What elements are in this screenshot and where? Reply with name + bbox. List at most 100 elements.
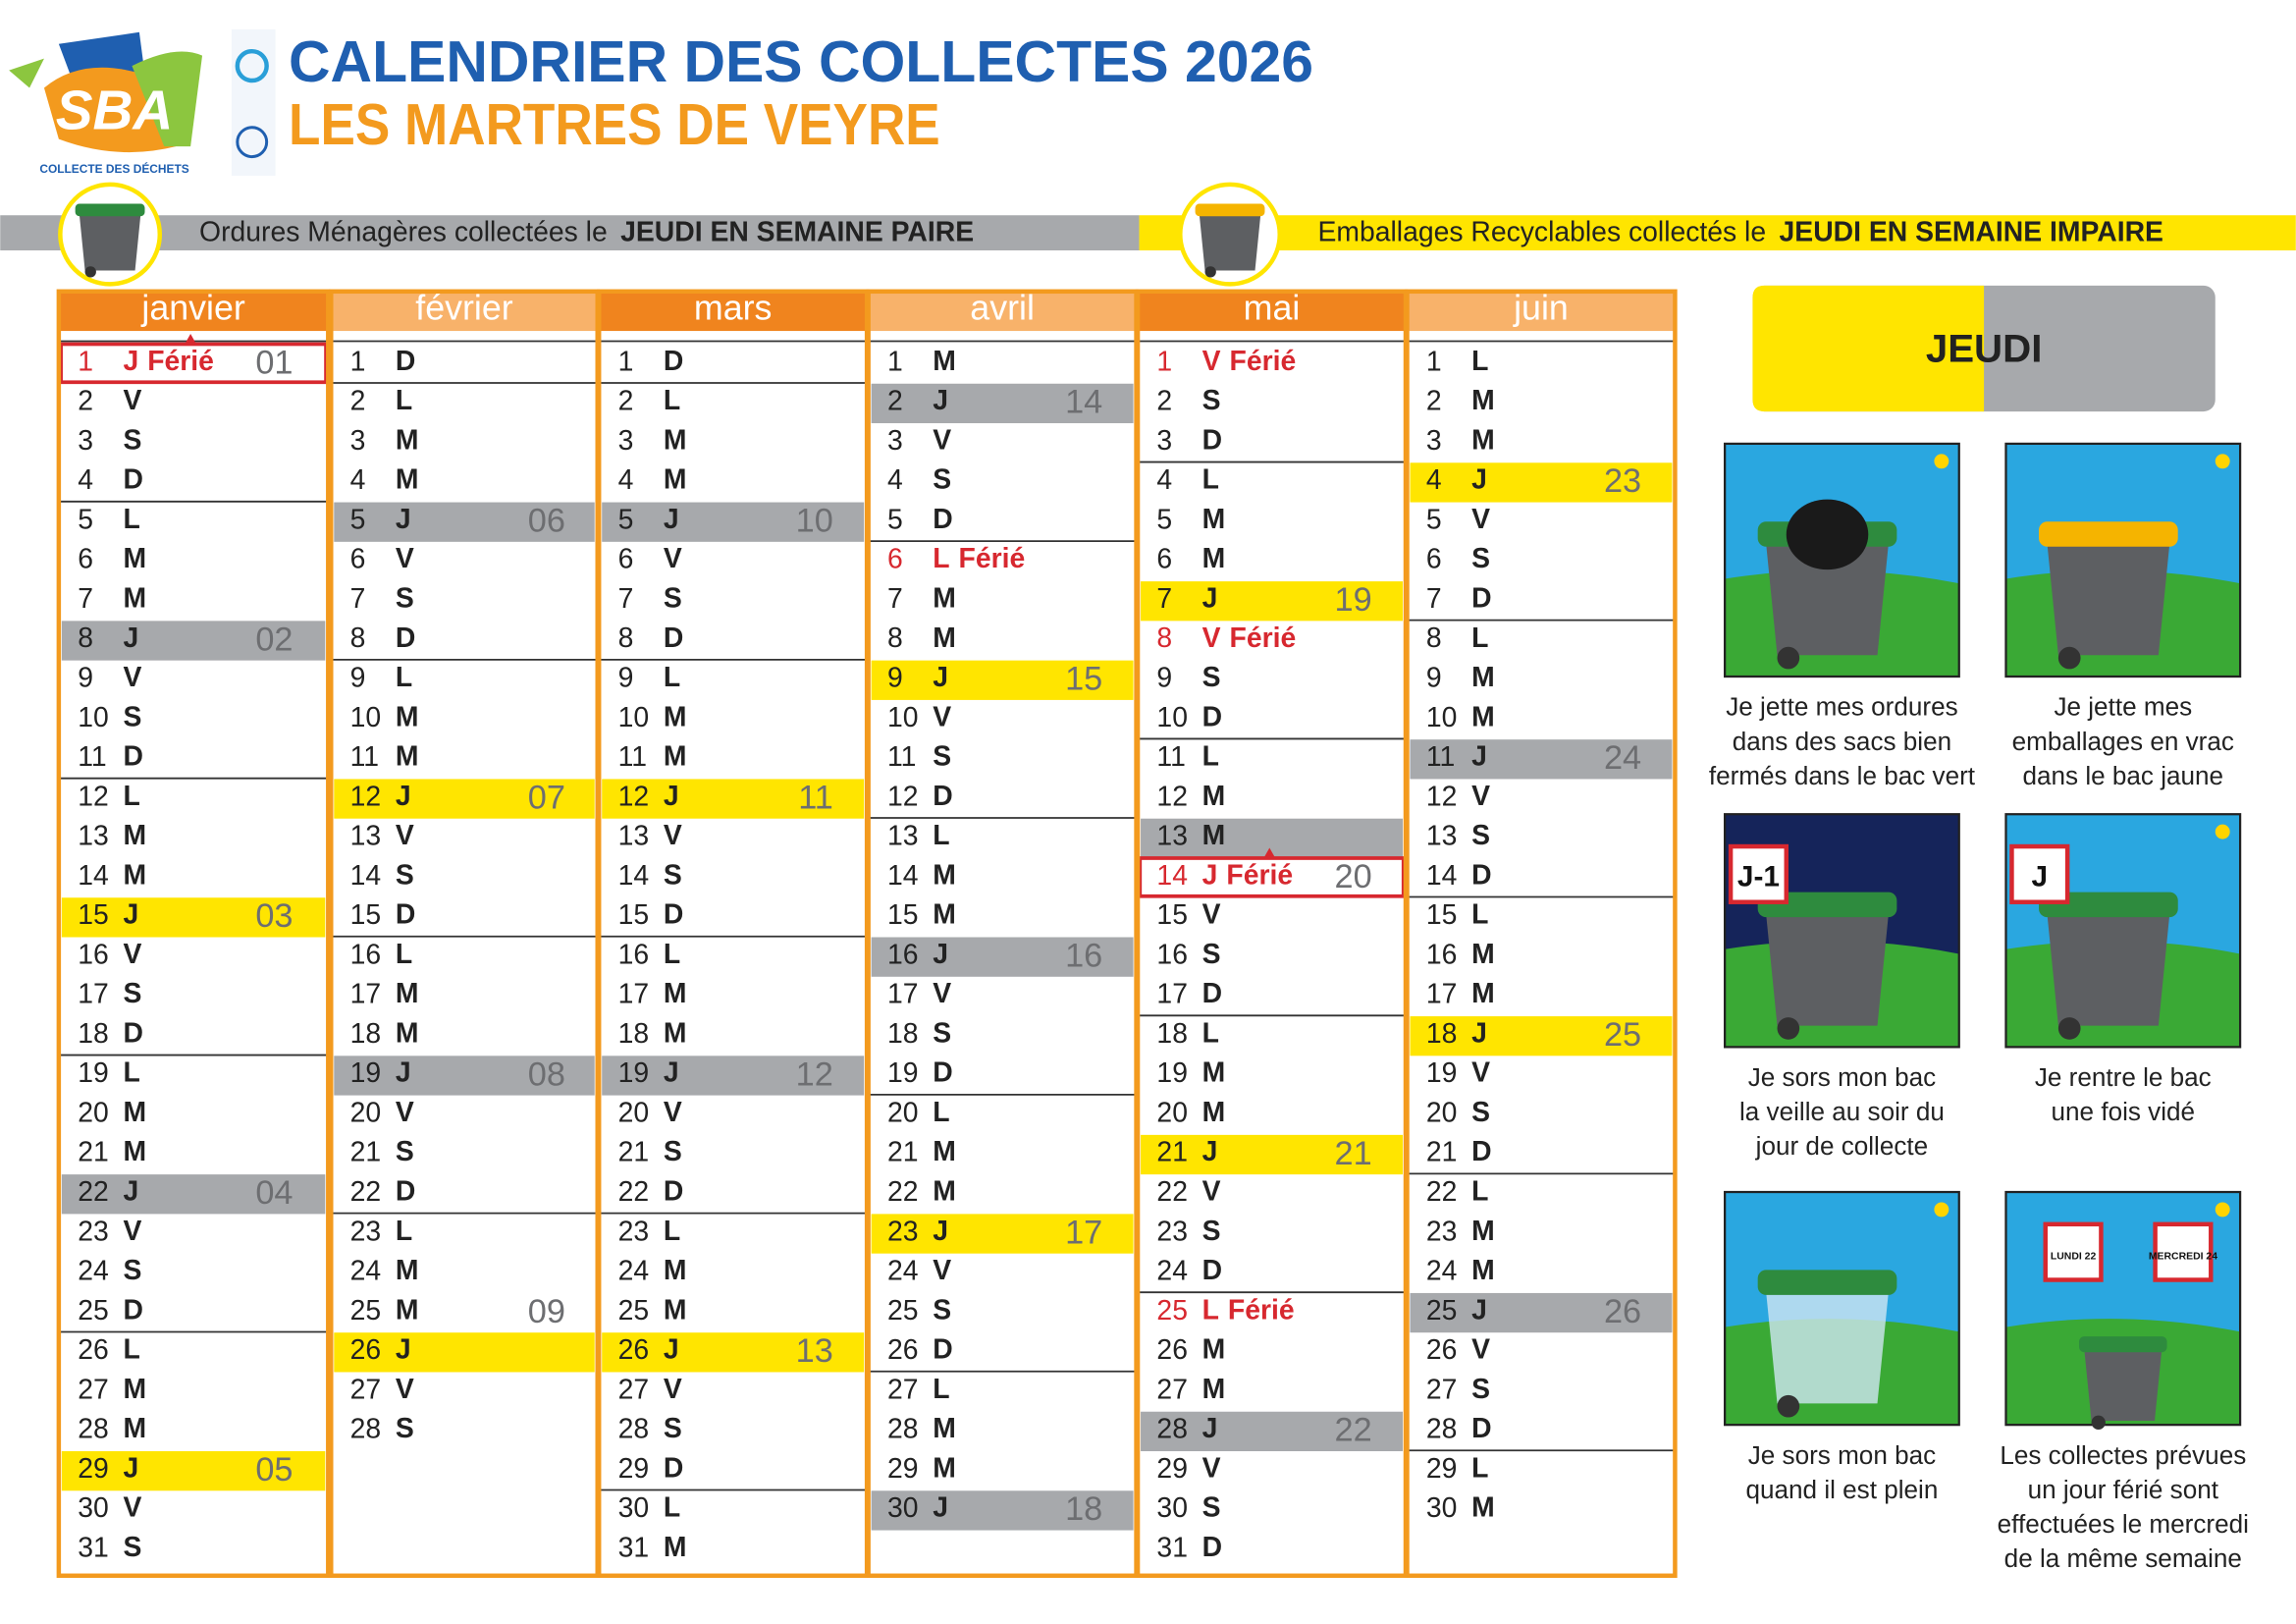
day-letter: M (1471, 1256, 1495, 1287)
collection-row (61, 621, 326, 661)
weekday-letter: S (396, 583, 414, 615)
weekday-letter: S (123, 425, 141, 457)
day-letter: V Férié (1202, 346, 1297, 377)
sun (1934, 1202, 1949, 1218)
day-number: 24 (78, 1256, 109, 1287)
weekday-letter: J (664, 1057, 679, 1089)
bin-icon (2039, 521, 2178, 670)
weekday-letter: D (396, 1176, 415, 1208)
weekday-letter: S (1202, 1216, 1221, 1247)
weekday-letter: M (664, 702, 687, 733)
day-letter: J (933, 1492, 948, 1524)
day-number: 7 (1156, 583, 1172, 615)
bin-body (2047, 543, 2170, 656)
day-letter: D (1202, 702, 1222, 733)
day-letter: D (123, 1018, 142, 1050)
weekday-box-label: JEUDI (1926, 327, 2043, 371)
month-header (599, 291, 868, 332)
day-number: 21 (887, 1137, 919, 1168)
week-number: 06 (528, 503, 565, 540)
day-letter: J (123, 1453, 138, 1485)
day-number: 21 (78, 1137, 109, 1168)
day-letter: S (123, 1532, 141, 1563)
day-letter: L (396, 939, 412, 970)
day-number: 15 (78, 899, 109, 931)
holiday-label: Férié (1226, 860, 1293, 892)
day-number: 19 (350, 1057, 382, 1089)
weekday-letter: J (123, 1453, 138, 1485)
collection-row (61, 1174, 326, 1215)
tip-caption: Je jette mes ordures (1726, 692, 1957, 722)
day-number: 24 (1426, 1256, 1458, 1287)
weekday-letter: L (664, 939, 680, 970)
day-letter: V (123, 939, 141, 970)
weekday-letter: J (1202, 1137, 1218, 1168)
day-letter: M (1202, 821, 1226, 852)
weekday-letter: D (664, 899, 683, 931)
weekday-letter: S (1471, 821, 1490, 852)
weekday-letter: V (1202, 1453, 1221, 1485)
weekday-letter: M (1471, 1216, 1495, 1247)
weekday-letter: L (933, 1097, 949, 1128)
day-number: 3 (350, 425, 366, 457)
weekday-letter: M (123, 821, 146, 852)
weekday-letter: D (1471, 583, 1491, 615)
weekday-letter: J (123, 623, 138, 654)
partner-logos (231, 28, 276, 176)
weekday-letter: D (396, 899, 415, 931)
legend-band (1139, 215, 2296, 251)
garbage-bag (1786, 499, 1869, 570)
day-number: 17 (78, 979, 109, 1010)
day-number: 31 (1156, 1532, 1188, 1563)
day-number: 27 (78, 1374, 109, 1405)
weekday-letter: S (664, 1137, 682, 1168)
day-number: 19 (1426, 1057, 1458, 1089)
day-letter: M (123, 860, 146, 892)
day-letter: M (933, 583, 956, 615)
day-letter: M (1471, 939, 1495, 970)
weekday-letter: M (123, 544, 146, 575)
day-letter: L (1471, 899, 1488, 931)
agenda-label: J-1 (1737, 861, 1780, 893)
week-number: 03 (255, 897, 293, 935)
weekday-letter: S (123, 979, 141, 1010)
weekday-letter: L (123, 1057, 139, 1089)
day-number: 2 (1426, 386, 1442, 417)
holiday-label: Férié (959, 544, 1026, 575)
day-number: 27 (350, 1374, 382, 1405)
day-number: 9 (887, 663, 903, 694)
day-number: 4 (1156, 464, 1172, 496)
weekday-letter: S (933, 1018, 951, 1050)
day-number: 2 (350, 386, 366, 417)
day-letter: M (1202, 1334, 1226, 1366)
weekday-letter: M (664, 979, 687, 1010)
weekday-letter: L (1202, 1018, 1219, 1050)
weekday-letter: M (1202, 1057, 1226, 1089)
weekday-letter: L (664, 386, 680, 417)
day-number: 15 (350, 899, 382, 931)
legend-day: JEUDI EN SEMAINE IMPAIRE (1780, 217, 2163, 248)
week-number: 13 (796, 1332, 833, 1370)
weekday-letter: L (396, 386, 412, 417)
day-number: 26 (887, 1334, 919, 1366)
collection-row (1410, 739, 1673, 780)
weekday-letter: M (396, 1256, 419, 1287)
collection-row (871, 1214, 1134, 1254)
holiday-marker (1263, 847, 1276, 858)
day-letter: V (1202, 899, 1221, 931)
day-number: 14 (78, 860, 109, 892)
tip-caption: Les collectes prévues (2000, 1440, 2246, 1470)
weekday-letter: M (933, 1414, 956, 1445)
weekday-letter: L (1471, 1453, 1488, 1485)
weekday-letter: L (1202, 741, 1219, 773)
day-letter: J (664, 1057, 679, 1089)
day-letter: L (396, 1216, 412, 1247)
day-letter: M (1471, 1492, 1495, 1524)
day-number: 24 (350, 1256, 382, 1287)
bin-body (1766, 1292, 1889, 1404)
day-letter: V (123, 1216, 141, 1247)
day-letter: M (664, 1018, 687, 1050)
weekday-box-yellow (1752, 285, 1985, 412)
day-letter: M (1471, 1216, 1495, 1247)
